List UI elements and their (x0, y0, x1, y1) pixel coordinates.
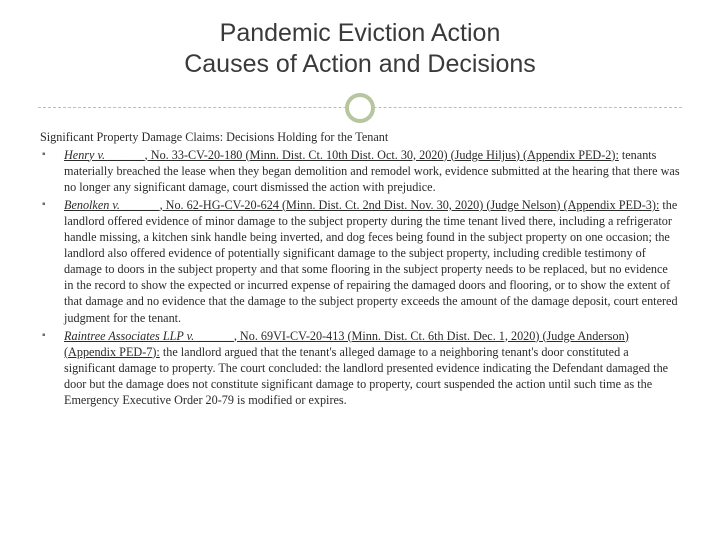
bullet-text: Raintree Associates LLP v. ______, No. 6… (64, 328, 680, 408)
divider (0, 89, 720, 125)
case-citation-italic: Henry v. ______ (64, 148, 145, 162)
bullet-text: Henry v. ______, No. 33-CV-20-180 (Minn.… (64, 147, 680, 195)
body-text: Significant Property Damage Claims: Deci… (0, 125, 720, 409)
case-body: the landlord offered evidence of minor d… (64, 198, 678, 325)
bullet-marker-icon: ▪ (40, 328, 64, 344)
section-heading: Significant Property Damage Claims: Deci… (40, 129, 680, 145)
slide: Pandemic Eviction Action Causes of Actio… (0, 0, 720, 540)
bullet-item: ▪ Benolken v. ______, No. 62-HG-CV-20-62… (40, 197, 680, 326)
slide-title: Pandemic Eviction Action Causes of Actio… (0, 0, 720, 89)
case-citation-italic: Benolken v. ______ (64, 198, 160, 212)
case-citation-rest: , No. 62-HG-CV-20-624 (Minn. Dist. Ct. 2… (160, 198, 660, 212)
bullet-marker-icon: ▪ (40, 197, 64, 213)
circle-icon (345, 93, 375, 123)
bullet-item: ▪ Henry v. ______, No. 33-CV-20-180 (Min… (40, 147, 680, 195)
bullet-marker-icon: ▪ (40, 147, 64, 163)
title-line-2: Causes of Action and Decisions (0, 49, 720, 80)
bullet-item: ▪ Raintree Associates LLP v. ______, No.… (40, 328, 680, 408)
title-line-1: Pandemic Eviction Action (0, 18, 720, 49)
case-citation-rest: , No. 33-CV-20-180 (Minn. Dist. Ct. 10th… (145, 148, 619, 162)
bullet-text: Benolken v. ______, No. 62-HG-CV-20-624 … (64, 197, 680, 326)
case-citation-italic: Raintree Associates LLP v. ______ (64, 329, 234, 343)
